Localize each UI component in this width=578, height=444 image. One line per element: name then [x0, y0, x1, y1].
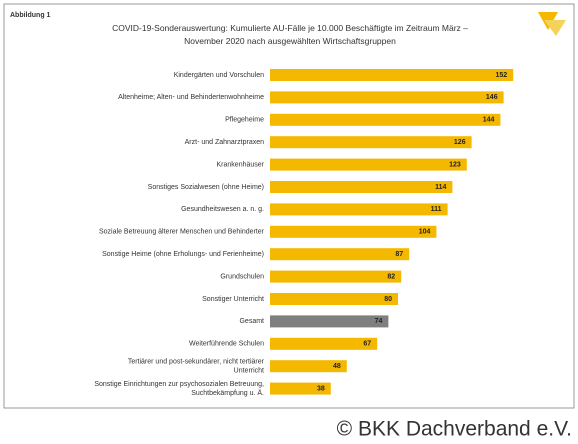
value-label: 144 [483, 117, 495, 124]
bar [270, 158, 467, 171]
value-label: 38 [317, 385, 325, 392]
category-label: Soziale Betreuung älterer Menschen und B… [99, 229, 265, 236]
category-label: Gesamt [239, 318, 264, 325]
bar [270, 113, 501, 126]
category-label: Sonstiges Sozialwesen (ohne Heime) [148, 184, 264, 191]
value-label: 126 [454, 139, 466, 146]
bar [270, 360, 347, 373]
bar [270, 136, 472, 149]
category-label: Sonstiger Unterricht [202, 296, 264, 303]
value-label: 48 [333, 363, 341, 370]
value-label: 114 [435, 184, 446, 191]
category-label: Sonstige Einrichtungen zur psychosoziale… [94, 381, 264, 397]
value-label: 67 [363, 341, 371, 348]
bar [270, 225, 437, 238]
value-label: 74 [375, 318, 383, 325]
logo [538, 12, 566, 36]
value-label: 87 [395, 251, 403, 258]
category-label: Weiterführende Schulen [189, 341, 264, 348]
value-label: 111 [431, 206, 442, 213]
category-label: Tertiärer und post-sekundärer, nicht ter… [128, 359, 265, 375]
bar [270, 69, 514, 81]
bar [270, 270, 402, 283]
category-label: Krankenhäuser [217, 161, 265, 168]
bar [270, 382, 331, 395]
category-label: Grundschulen [220, 273, 264, 280]
value-label: 82 [387, 273, 395, 280]
category-label: Altenheime; Alten- und Behindertenwohnhe… [118, 94, 264, 101]
copyright: © BKK Dachverband e.V. [337, 418, 572, 441]
bar [270, 293, 398, 305]
bar [270, 91, 504, 104]
category-label: Sonstige Heime (ohne Erholungs- und Feri… [102, 251, 264, 258]
figure-label: Abbildung 1 [10, 12, 51, 19]
value-label: 80 [384, 296, 392, 303]
value-label: 152 [496, 72, 508, 79]
category-label: Kindergärten und Vorschulen [174, 72, 264, 79]
category-label: Arzt- und Zahnarztpraxen [185, 139, 264, 146]
bar [270, 315, 389, 328]
category-label: Gesundheitswesen a. n. g. [181, 206, 264, 213]
bar [270, 203, 448, 216]
bar [270, 248, 410, 261]
value-label: 104 [419, 229, 431, 236]
value-label: 123 [449, 161, 461, 168]
category-label: Pflegeheime [225, 117, 264, 124]
chart-title: COVID-19-Sonderauswertung: Kumulierte AU… [112, 23, 468, 46]
bar [270, 181, 453, 193]
bar [270, 337, 378, 350]
value-label: 146 [486, 94, 498, 101]
